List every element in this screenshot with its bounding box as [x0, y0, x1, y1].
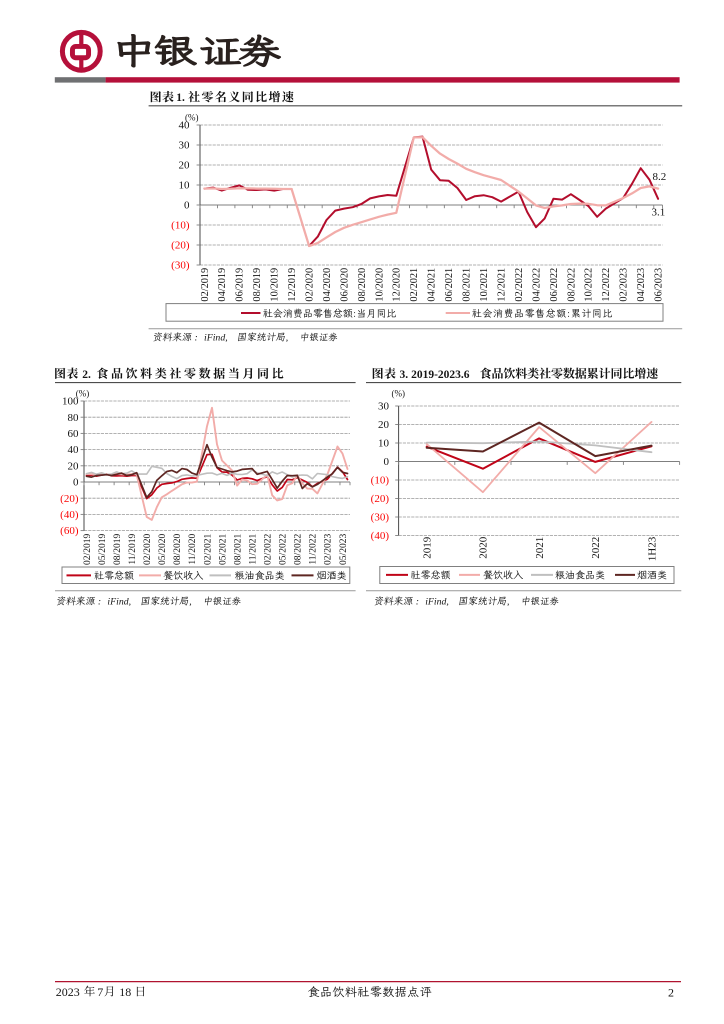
svg-text:40: 40 — [179, 120, 191, 132]
svg-text:12/2022: 12/2022 — [601, 268, 612, 302]
svg-text:1.: 1. — [176, 92, 185, 104]
svg-text:02/2021: 02/2021 — [203, 534, 213, 565]
svg-text:04/2023: 04/2023 — [636, 268, 647, 302]
svg-text:(%): (%) — [392, 389, 406, 399]
svg-text:100: 100 — [62, 396, 79, 408]
svg-text:(20): (20) — [171, 240, 190, 252]
svg-text:10/2021: 10/2021 — [479, 268, 490, 302]
svg-text:12/2021: 12/2021 — [496, 268, 507, 302]
svg-text:08/2022: 08/2022 — [294, 534, 304, 565]
svg-text:(30): (30) — [371, 512, 390, 524]
svg-text:(40): (40) — [371, 530, 390, 542]
svg-text:08/2019: 08/2019 — [113, 534, 123, 565]
svg-text:2: 2 — [668, 985, 674, 999]
svg-text:06/2022: 06/2022 — [549, 268, 560, 302]
svg-text:80: 80 — [68, 412, 80, 424]
svg-text:2023: 2023 — [56, 985, 80, 999]
svg-text:04/2022: 04/2022 — [531, 268, 542, 302]
svg-text:08/2020: 08/2020 — [357, 268, 368, 302]
svg-text:3.1: 3.1 — [652, 207, 666, 219]
svg-text:(20): (20) — [371, 493, 390, 505]
svg-text:02/2020: 02/2020 — [304, 268, 315, 302]
svg-text:0: 0 — [73, 477, 79, 489]
svg-text:06/2019: 06/2019 — [235, 268, 246, 302]
svg-text:iFind,: iFind, — [204, 332, 228, 343]
svg-text:05/2019: 05/2019 — [98, 534, 108, 565]
svg-text:02/2023: 02/2023 — [619, 268, 630, 302]
svg-text:02/2022: 02/2022 — [514, 268, 525, 302]
svg-text:11/2022: 11/2022 — [309, 534, 319, 565]
svg-text::: : — [195, 332, 198, 343]
svg-text:02/2023: 02/2023 — [324, 534, 334, 565]
svg-text:1H23: 1H23 — [646, 536, 658, 561]
svg-text:0: 0 — [184, 200, 190, 212]
svg-text:08/2021: 08/2021 — [233, 534, 243, 565]
svg-text:02/2021: 02/2021 — [409, 268, 420, 302]
svg-text:02/2020: 02/2020 — [143, 534, 153, 565]
svg-text:(60): (60) — [60, 525, 79, 537]
svg-text:2021: 2021 — [534, 537, 546, 559]
svg-text:10: 10 — [378, 438, 390, 450]
svg-text:05/2021: 05/2021 — [218, 534, 228, 565]
svg-text:iFind,: iFind, — [107, 596, 131, 607]
svg-text:20: 20 — [378, 419, 390, 431]
svg-text:2.: 2. — [82, 369, 91, 381]
svg-text:3.: 3. — [400, 369, 409, 381]
svg-text:30: 30 — [179, 140, 191, 152]
svg-text:06/2020: 06/2020 — [339, 268, 350, 302]
svg-text:06/2021: 06/2021 — [444, 268, 455, 302]
svg-text:(10): (10) — [371, 475, 390, 487]
svg-text:11/2021: 11/2021 — [248, 534, 258, 565]
svg-text:08/2019: 08/2019 — [252, 268, 263, 302]
svg-text:2019-2023.6: 2019-2023.6 — [411, 369, 470, 381]
svg-text:04/2019: 04/2019 — [217, 268, 228, 302]
svg-text::: : — [98, 596, 101, 607]
svg-text:08/2020: 08/2020 — [173, 534, 183, 565]
svg-text:10/2020: 10/2020 — [374, 268, 385, 302]
svg-text:20: 20 — [179, 160, 191, 172]
svg-text:11/2019: 11/2019 — [128, 534, 138, 565]
svg-text:11/2020: 11/2020 — [188, 534, 198, 565]
svg-text:12/2019: 12/2019 — [287, 268, 298, 302]
svg-text:40: 40 — [68, 444, 80, 456]
svg-text:20: 20 — [68, 460, 80, 472]
svg-text:05/2023: 05/2023 — [339, 534, 349, 565]
svg-text:04/2020: 04/2020 — [322, 268, 333, 302]
svg-text:02/2019: 02/2019 — [200, 268, 211, 302]
svg-text:60: 60 — [68, 428, 80, 440]
svg-text:12/2020: 12/2020 — [392, 268, 403, 302]
svg-text:04/2021: 04/2021 — [427, 268, 438, 302]
svg-text:06/2023: 06/2023 — [654, 268, 665, 302]
svg-text:05/2020: 05/2020 — [158, 534, 168, 565]
svg-text:10/2019: 10/2019 — [270, 268, 281, 302]
svg-text:08/2022: 08/2022 — [566, 268, 577, 302]
svg-text:,: , — [507, 596, 509, 607]
svg-text::: : — [416, 596, 419, 607]
svg-text:2022: 2022 — [590, 537, 602, 559]
svg-text:(20): (20) — [60, 493, 79, 505]
svg-text:18: 18 — [119, 985, 131, 999]
svg-text:30: 30 — [378, 401, 390, 413]
svg-text:08/2021: 08/2021 — [462, 268, 473, 302]
svg-text:10/2022: 10/2022 — [584, 268, 595, 302]
svg-text:8.2: 8.2 — [653, 171, 667, 183]
svg-text:,: , — [189, 596, 191, 607]
svg-text:(10): (10) — [171, 220, 190, 232]
svg-text:2020: 2020 — [478, 536, 490, 559]
svg-text:(%): (%) — [185, 113, 199, 123]
svg-text:05/2022: 05/2022 — [279, 534, 289, 565]
svg-text:10: 10 — [179, 180, 191, 192]
svg-text:7: 7 — [97, 985, 103, 999]
svg-text:2019: 2019 — [422, 536, 434, 559]
svg-text:02/2019: 02/2019 — [83, 534, 93, 565]
svg-text:iFind,: iFind, — [425, 596, 449, 607]
svg-text:,: , — [286, 332, 288, 343]
svg-text:(40): (40) — [60, 509, 79, 521]
svg-text:0: 0 — [384, 456, 390, 468]
svg-text:(30): (30) — [171, 260, 190, 272]
svg-text:02/2022: 02/2022 — [263, 534, 273, 565]
svg-text:(%): (%) — [76, 389, 90, 399]
